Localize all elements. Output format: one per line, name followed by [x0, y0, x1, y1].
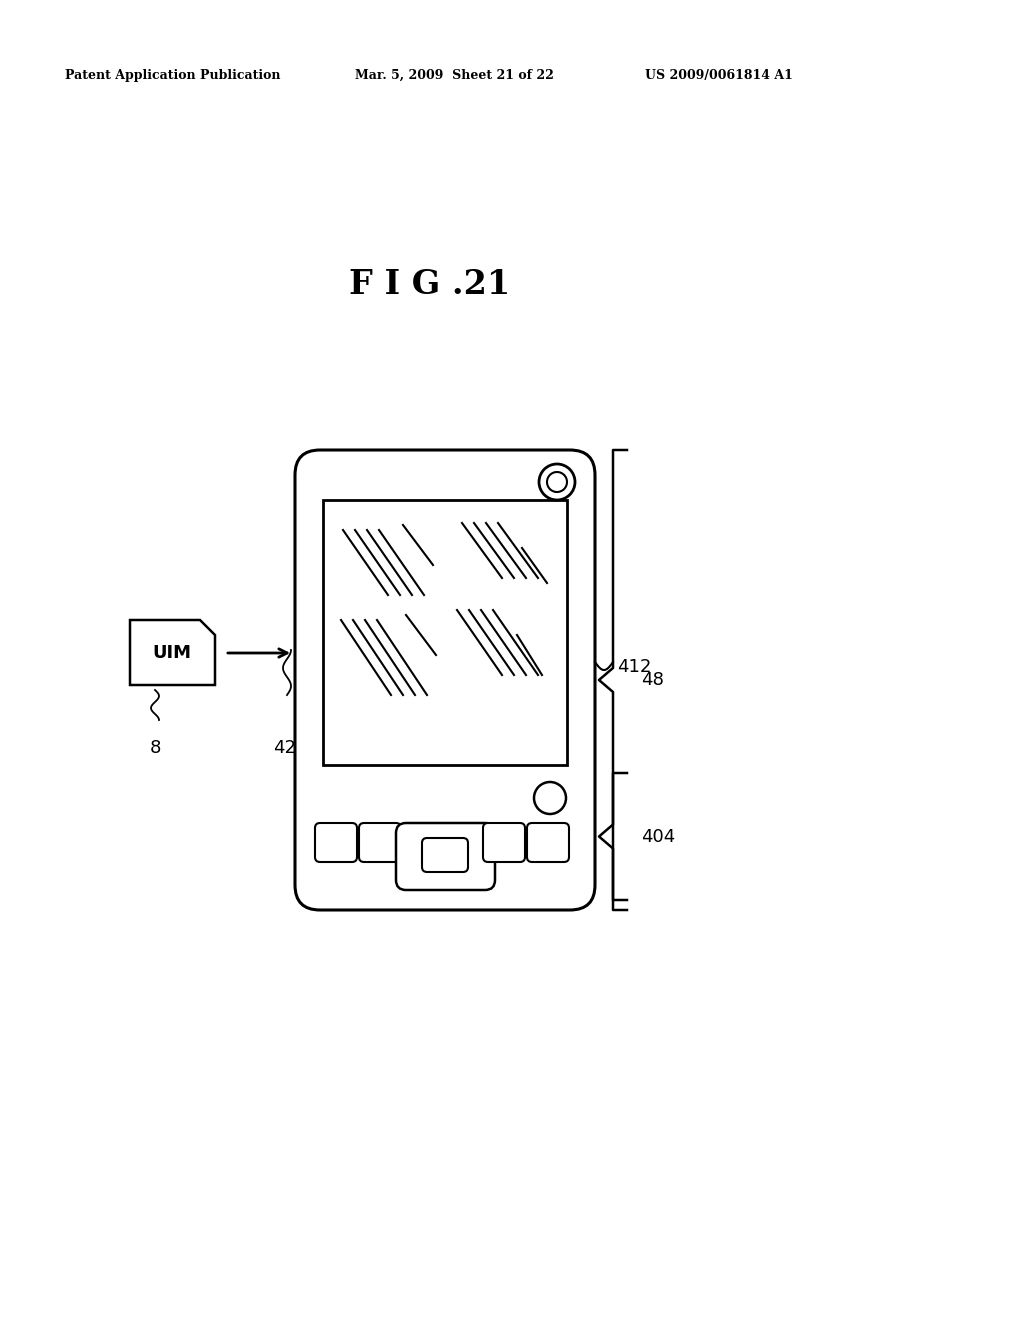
Text: 42: 42 — [273, 739, 297, 756]
Text: Mar. 5, 2009  Sheet 21 of 22: Mar. 5, 2009 Sheet 21 of 22 — [355, 69, 554, 82]
Text: 404: 404 — [641, 828, 675, 846]
Text: US 2009/0061814 A1: US 2009/0061814 A1 — [645, 69, 793, 82]
FancyBboxPatch shape — [422, 838, 468, 873]
Text: 8: 8 — [150, 739, 161, 756]
Text: Patent Application Publication: Patent Application Publication — [65, 69, 281, 82]
Bar — [323, 500, 567, 766]
Text: 48: 48 — [641, 671, 664, 689]
FancyBboxPatch shape — [483, 822, 525, 862]
Text: 412: 412 — [617, 657, 651, 676]
FancyBboxPatch shape — [315, 822, 357, 862]
Polygon shape — [130, 620, 215, 685]
Text: F I G .21: F I G .21 — [349, 268, 511, 301]
FancyBboxPatch shape — [527, 822, 569, 862]
FancyBboxPatch shape — [359, 822, 401, 862]
FancyBboxPatch shape — [295, 450, 595, 909]
FancyBboxPatch shape — [396, 822, 495, 890]
Text: UIM: UIM — [153, 644, 191, 663]
